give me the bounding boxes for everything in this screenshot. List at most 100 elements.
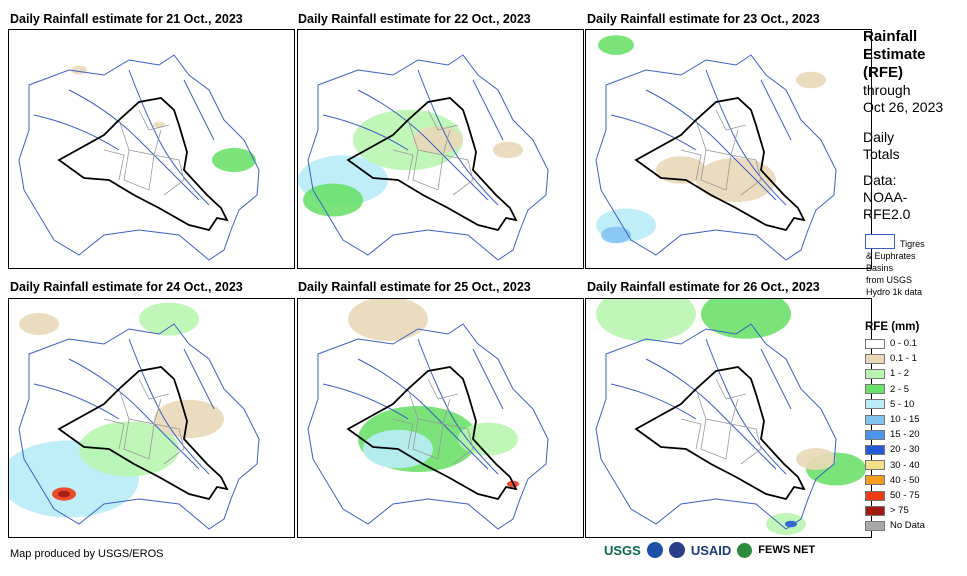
rainfall-area [79, 421, 179, 477]
basin-line-1: Tigres [900, 239, 925, 249]
legend-swatch [865, 338, 885, 349]
province-boundary [103, 418, 125, 450]
map-graphic [18, 54, 260, 261]
map-graphic [298, 54, 549, 261]
legend-item: 1 - 2 [865, 367, 909, 380]
legend-label: 30 - 40 [890, 459, 920, 471]
legend-swatch [865, 490, 885, 501]
rainfall-area [58, 490, 70, 498]
province-boundary [695, 388, 739, 425]
legend-label: No Data [890, 520, 925, 532]
province-boundary [407, 388, 451, 425]
province-boundary [412, 149, 444, 191]
basin-line-2: & Euphrates [866, 251, 916, 261]
river-line [33, 114, 120, 151]
legend-swatch [865, 505, 885, 516]
usaid-seal-icon [668, 542, 685, 558]
map-panel-6 [585, 298, 872, 538]
river-line [183, 79, 215, 141]
map-graphic [9, 302, 260, 530]
river-line [417, 69, 499, 206]
basin-boundary [18, 323, 260, 530]
legend-label: 20 - 30 [890, 444, 920, 456]
province-boundary [392, 418, 414, 450]
river-line [128, 69, 210, 206]
province-boundary [715, 378, 747, 400]
province-boundary [695, 119, 739, 156]
river-line [33, 383, 120, 420]
legend-label: 0 - 0.1 [890, 338, 917, 349]
legend-swatch [865, 399, 885, 410]
province-boundary [442, 423, 474, 465]
river-line [322, 114, 409, 151]
river-line [417, 338, 499, 475]
totals-line-1: Daily [863, 129, 895, 145]
heading-line-2: Estimate [863, 46, 926, 63]
province-boundary [715, 109, 747, 131]
basin-line-5: Hydro 1k data [866, 287, 923, 297]
country-boundary [346, 366, 518, 501]
legend-label: 1 - 2 [890, 368, 910, 380]
legend-item: 40 - 50 [865, 474, 920, 487]
river-line [472, 348, 504, 410]
province-boundary [427, 109, 459, 131]
legend-swatch [865, 353, 885, 364]
fews-net-logo: FEWS NET [758, 544, 816, 556]
legend-swatch [865, 520, 885, 531]
rainfall-area [212, 147, 256, 173]
rainfall-area [71, 65, 87, 75]
basin-legend-text: Tigres & Euphrates Basins from USGS Hydr… [866, 238, 925, 298]
country-boundary [634, 97, 806, 232]
legend-swatch [865, 475, 885, 486]
river-line [760, 79, 792, 141]
basin-boundary [595, 54, 837, 261]
legend-swatch [865, 368, 885, 379]
legend-label: 2 - 5 [890, 383, 910, 395]
heading-line-3: (RFE) [863, 64, 903, 81]
legend-item: 15 - 20 [865, 428, 920, 441]
rainfall-area [598, 35, 634, 55]
province-boundary [153, 154, 185, 196]
province-boundary [700, 418, 732, 460]
legend-swatch [865, 414, 885, 425]
rainfall-area [154, 399, 224, 439]
totals-line-2: Totals [863, 146, 900, 162]
fews-globe-icon [737, 542, 753, 558]
heading-line-1: Rainfall [863, 28, 918, 45]
basin-boundary [307, 323, 549, 530]
province-boundary [700, 149, 732, 191]
panel-title-5: Daily Rainfall estimate for 25 Oct., 202… [298, 280, 531, 294]
country-boundary [634, 366, 806, 501]
usgs-logo: USGS [604, 542, 641, 558]
legend-label: 10 - 15 [890, 414, 920, 425]
rainfall-area [413, 126, 463, 154]
province-boundary [118, 388, 162, 425]
river-line [760, 348, 792, 410]
legend-swatch [865, 460, 885, 471]
rainfall-area [303, 183, 363, 217]
basin-line-3: Basins [866, 263, 894, 273]
map-panel-2 [297, 29, 584, 269]
legend-item: 10 - 15 [865, 413, 920, 426]
data-line-1: Data: [863, 172, 897, 188]
legend-item: 0.1 - 1 [865, 352, 917, 365]
rainfall-area [19, 313, 59, 335]
legend-label: 40 - 50 [890, 474, 920, 486]
river-line [128, 338, 210, 475]
through-label: through [863, 82, 911, 98]
rainfall-area [596, 299, 696, 342]
province-boundary [427, 378, 459, 400]
legend-item: No Data [865, 519, 925, 532]
noaa-logo-icon [646, 542, 663, 558]
legend-item: 50 - 75 [865, 489, 920, 502]
province-boundary [730, 423, 762, 465]
legend-item: 5 - 10 [865, 398, 914, 411]
province-boundary [153, 423, 185, 465]
panel-title-4: Daily Rainfall estimate for 24 Oct., 202… [10, 280, 243, 294]
usaid-logo: USAID [690, 542, 732, 558]
map-panel-3 [585, 29, 872, 269]
legend-item: 20 - 30 [865, 443, 920, 456]
province-boundary [680, 418, 702, 450]
rainfall-area [796, 71, 826, 89]
panel-title-6: Daily Rainfall estimate for 26 Oct., 202… [587, 280, 820, 294]
